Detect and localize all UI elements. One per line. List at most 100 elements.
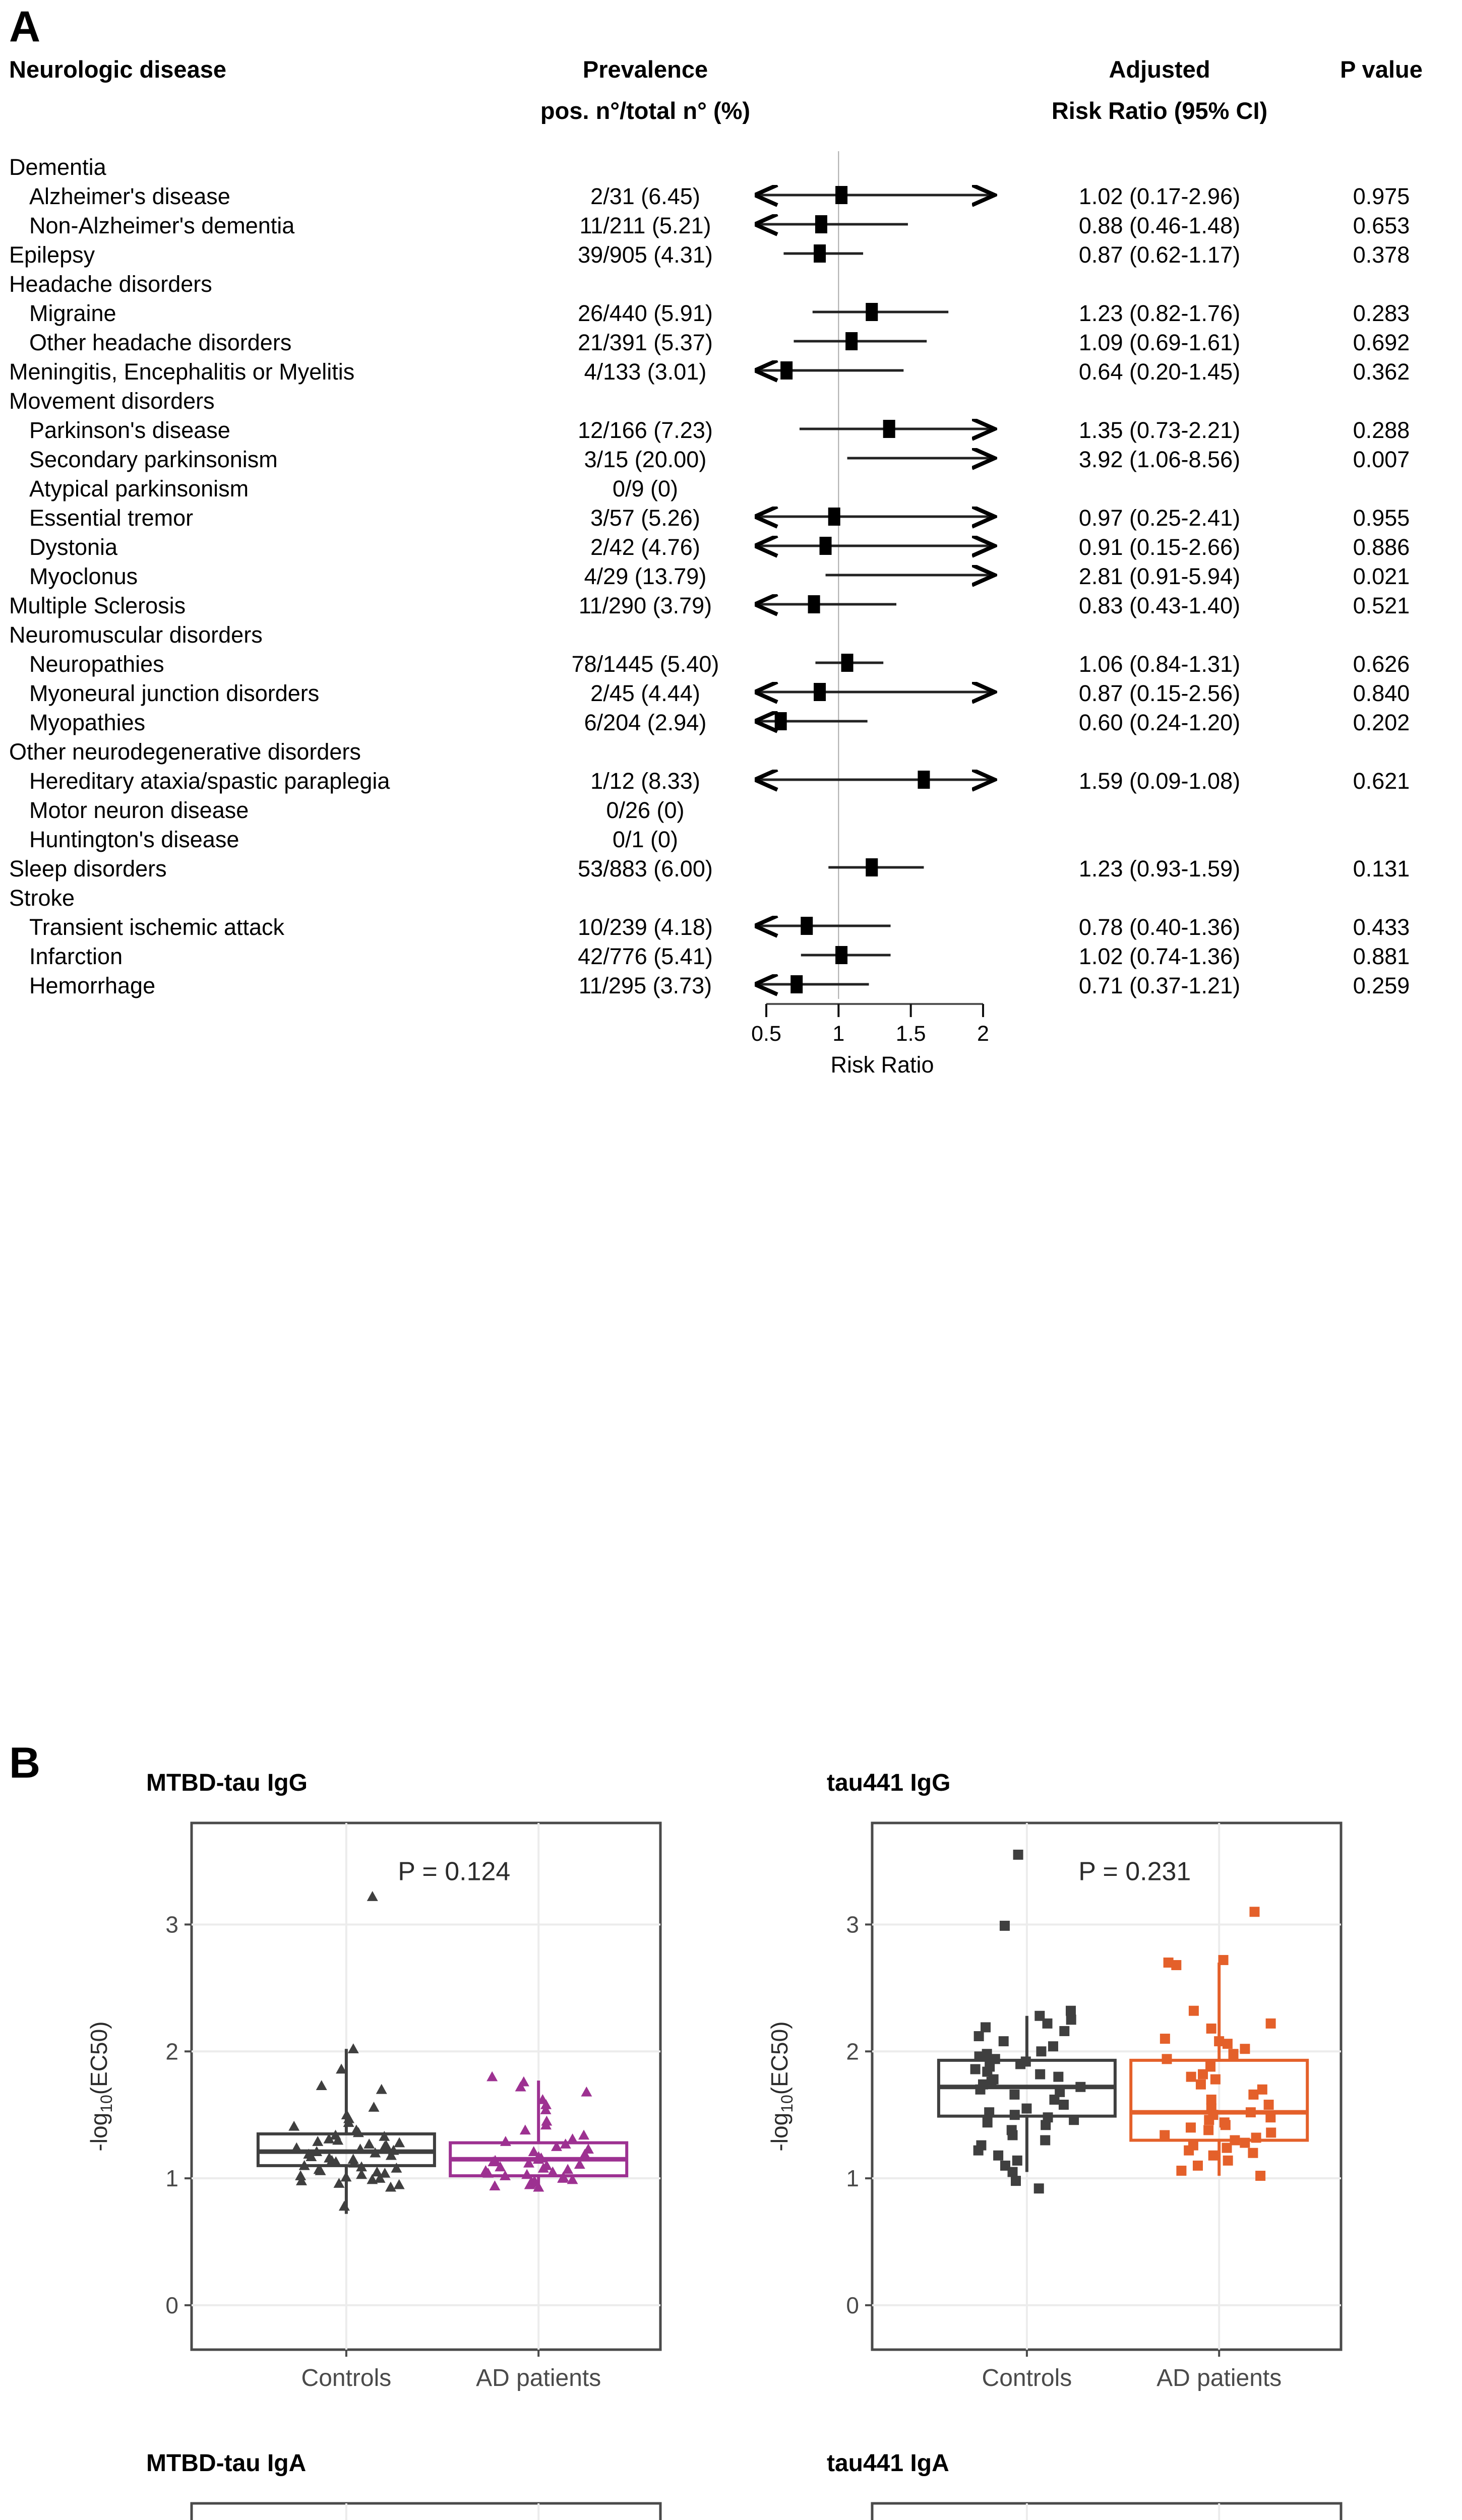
forest-row-disease: Migraine xyxy=(29,300,116,326)
forest-row-risk-ratio: 1.06 (0.84-1.31) xyxy=(1078,651,1241,677)
forest-row-disease: Infarction xyxy=(29,943,123,969)
forest-row-p-value: 0.202 xyxy=(1353,710,1410,735)
forest-row-disease: Alzheimer's disease xyxy=(29,183,230,209)
svg-text:0: 0 xyxy=(165,2292,178,2318)
forest-row: Dystonia 2/42 (4.76) 0.91 (0.15-2.66) 0.886 xyxy=(0,531,1462,560)
forest-row: Meningitis, Encephalitis or Myelitis 4/13… xyxy=(0,356,1462,385)
forest-row-prevalence: 6/204 (2.94) xyxy=(584,710,707,735)
forest-row: Other headache disorders 21/391 (5.37) 1.0… xyxy=(0,327,1462,356)
forest-row-risk-ratio: 0.64 (0.20-1.45) xyxy=(1078,359,1241,385)
boxplot-title: tau441 IgG xyxy=(827,1770,951,1796)
svg-text:2: 2 xyxy=(165,2038,178,2064)
forest-row-disease: Dystonia xyxy=(29,534,118,560)
forest-row-disease: Transient ischemic attack xyxy=(29,914,285,940)
forest-axis-line xyxy=(765,1003,984,1017)
forest-row-p-value: 0.433 xyxy=(1353,914,1410,940)
forest-row: Epilepsy 39/905 (4.31) 0.87 (0.62-1.17) 0.3… xyxy=(0,239,1462,268)
forest-row: Other neurodegenerative disorders xyxy=(0,736,1462,765)
forest-row-disease: Sleep disorders xyxy=(9,856,167,881)
forest-row-disease: Headache disorders xyxy=(9,271,212,297)
boxplot-title: MTBD-tau IgG xyxy=(146,1770,308,1796)
forest-row: Dementia xyxy=(0,151,1462,180)
forest-row-risk-ratio: 0.88 (0.46-1.48) xyxy=(1078,213,1241,238)
forest-tick-label: 1 xyxy=(832,1022,845,1046)
forest-row-risk-ratio: 2.81 (0.91-5.94) xyxy=(1078,563,1241,589)
forest-row: Hereditary ataxia/spastic paraplegia 1/12… xyxy=(0,765,1462,794)
forest-row-risk-ratio: 1.02 (0.17-2.96) xyxy=(1078,183,1241,209)
svg-text:Controls: Controls xyxy=(982,2365,1072,2391)
svg-text:3: 3 xyxy=(846,1911,859,1937)
forest-row-prevalence: 2/42 (4.76) xyxy=(590,534,700,560)
svg-text:-log10(EC50): -log10(EC50) xyxy=(86,2021,115,2151)
forest-row-prevalence: 42/776 (5.41) xyxy=(578,943,713,969)
forest-row-p-value: 0.131 xyxy=(1353,856,1410,881)
forest-row-disease: Dementia xyxy=(9,154,106,180)
forest-row-disease: Hereditary ataxia/spastic paraplegia xyxy=(29,768,390,794)
forest-row-disease: Meningitis, Encephalitis or Myelitis xyxy=(9,359,355,385)
forest-row-prevalence: 11/211 (5.21) xyxy=(579,213,711,238)
forest-row-prevalence: 0/9 (0) xyxy=(612,476,679,501)
forest-row: Stroke xyxy=(0,882,1462,911)
forest-row: Headache disorders xyxy=(0,268,1462,297)
forest-row-prevalence: 3/15 (20.00) xyxy=(584,447,707,472)
svg-text:AD patients: AD patients xyxy=(1156,2365,1282,2391)
svg-text:P = 0.124: P = 0.124 xyxy=(398,1857,510,1886)
forest-tick-label: 1.5 xyxy=(895,1022,926,1046)
svg-text:-log10(EC50): -log10(EC50) xyxy=(766,2021,796,2151)
forest-row-p-value: 0.007 xyxy=(1353,447,1410,472)
forest-row: Atypical parkinsonism 0/9 (0) xyxy=(0,473,1462,502)
forest-axis: 0.5 1 1.5 2 Risk Ratio xyxy=(746,1002,1018,1078)
forest-row-p-value: 0.521 xyxy=(1353,593,1410,618)
forest-row: Transient ischemic attack 10/239 (4.18) 0.… xyxy=(0,911,1462,940)
forest-row: Multiple Sclerosis 11/290 (3.79) 0.83 (0.4… xyxy=(0,590,1462,619)
svg-text:1: 1 xyxy=(165,2165,178,2191)
forest-row-disease: Motor neuron disease xyxy=(29,797,249,823)
forest-row-risk-ratio: 1.02 (0.74-1.36) xyxy=(1078,943,1241,969)
forest-row-prevalence: 2/45 (4.44) xyxy=(590,680,700,706)
forest-row-disease: Atypical parkinsonism xyxy=(29,476,249,501)
panel-b-letter: B xyxy=(9,1739,40,1787)
forest-row-risk-ratio: 1.09 (0.69-1.61) xyxy=(1078,330,1241,355)
forest-tick-label: 0.5 xyxy=(751,1022,781,1046)
forest-row: Movement disorders xyxy=(0,385,1462,414)
forest-row-prevalence: 26/440 (5.91) xyxy=(578,300,713,326)
header-prevalence: Prevalence xyxy=(582,56,708,83)
forest-row-prevalence: 11/295 (3.73) xyxy=(578,973,712,998)
forest-row-disease: Neuropathies xyxy=(29,651,164,677)
forest-row-prevalence: 0/1 (0) xyxy=(612,827,679,852)
forest-row: Sleep disorders 53/883 (6.00) 1.23 (0.93-1… xyxy=(0,853,1462,882)
forest-row-disease: Myoclonus xyxy=(29,563,138,589)
forest-row-prevalence: 21/391 (5.37) xyxy=(578,330,713,355)
boxplot-title: tau441 IgA xyxy=(827,2450,949,2477)
forest-row-prevalence: 4/133 (3.01) xyxy=(584,359,707,385)
boxplot-panel: MTBD-tau IgG 0 1 2 3 -log10(EC50) Controls AD p… xyxy=(0,1769,1462,2520)
forest-row-p-value: 0.626 xyxy=(1353,651,1410,677)
forest-row: Myoneural junction disorders 2/45 (4.44) 0… xyxy=(0,677,1462,707)
svg-text:Controls: Controls xyxy=(301,2365,392,2391)
forest-axis-tick-labels: 0.5 1 1.5 2 xyxy=(746,1022,1018,1050)
forest-row: Neuropathies 78/1445 (5.40) 1.06 (0.84-1.3… xyxy=(0,648,1462,677)
forest-row-disease: Secondary parkinsonism xyxy=(29,447,278,472)
header-p-value: P value xyxy=(1340,56,1423,83)
forest-row-p-value: 0.653 xyxy=(1353,213,1410,238)
forest-row-p-value: 0.021 xyxy=(1353,563,1410,589)
forest-tick-label: 2 xyxy=(977,1022,989,1046)
forest-row-p-value: 0.975 xyxy=(1353,183,1410,209)
forest-row-disease: Essential tremor xyxy=(29,505,194,531)
forest-row-disease: Neuromuscular disorders xyxy=(9,622,263,648)
forest-row-prevalence: 39/905 (4.31) xyxy=(578,242,713,268)
svg-text:1: 1 xyxy=(846,2165,859,2191)
forest-row: Myoclonus 4/29 (13.79) 2.81 (0.91-5.94) 0.0… xyxy=(0,560,1462,590)
forest-row-disease: Stroke xyxy=(9,885,75,911)
forest-row: Neuromuscular disorders xyxy=(0,619,1462,648)
forest-row-risk-ratio: 0.83 (0.43-1.40) xyxy=(1078,593,1241,618)
forest-row: Migraine 26/440 (5.91) 1.23 (0.82-1.76) 0.2… xyxy=(0,297,1462,327)
forest-row-risk-ratio: 0.91 (0.15-2.66) xyxy=(1078,534,1241,560)
forest-row: Motor neuron disease 0/26 (0) xyxy=(0,794,1462,824)
svg-text:P = 0.231: P = 0.231 xyxy=(1078,1857,1191,1886)
